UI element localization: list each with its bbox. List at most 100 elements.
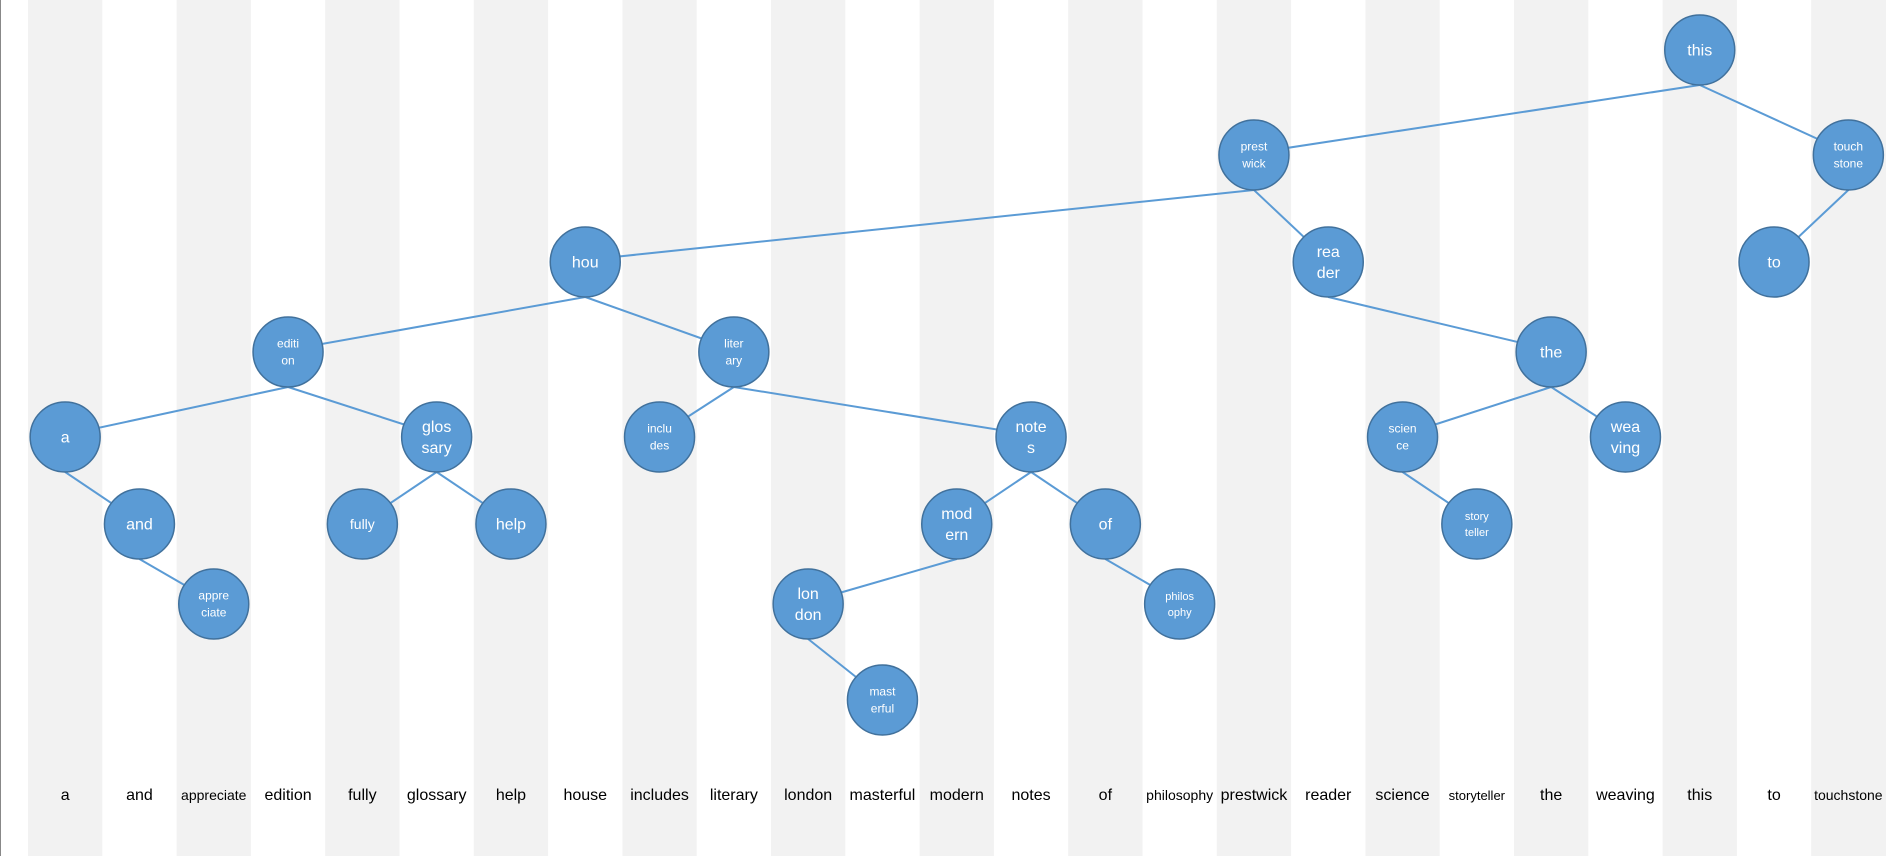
- node-label: of: [1099, 517, 1113, 534]
- node-label: to: [1767, 255, 1780, 272]
- word-label: fully: [348, 787, 376, 804]
- node-label: a: [61, 430, 70, 447]
- node-circle: [252, 316, 324, 388]
- word-label: the: [1540, 787, 1562, 804]
- word-label: help: [496, 787, 526, 804]
- word-label: science: [1375, 787, 1429, 804]
- node-circle: [326, 488, 399, 560]
- node-circle: [1218, 119, 1290, 191]
- column-band: [548, 0, 623, 856]
- node-circle: [1292, 226, 1364, 298]
- word-label: this: [1687, 787, 1712, 804]
- node-label: glos: [422, 419, 451, 436]
- word-label: literary: [710, 787, 758, 804]
- tree-node: of: [1069, 488, 1142, 560]
- node-circle: [475, 488, 547, 560]
- column-band: [1142, 0, 1218, 856]
- node-label: des: [650, 439, 669, 453]
- word-label: storyteller: [1449, 788, 1506, 803]
- word-label: notes: [1011, 787, 1050, 804]
- node-circle: [1441, 488, 1513, 560]
- node-circle: [178, 568, 250, 640]
- node-label: mod: [941, 506, 972, 523]
- word-label: masterful: [850, 787, 916, 804]
- node-label: the: [1540, 345, 1562, 362]
- tree-edge: [733, 386, 1032, 436]
- tree-node: philos ophy: [1143, 568, 1216, 640]
- node-circle: [846, 664, 919, 736]
- node-label: ce: [1396, 439, 1409, 453]
- word-label: includes: [630, 787, 689, 804]
- node-label: s: [1027, 440, 1035, 457]
- column-band: [102, 0, 178, 856]
- node-circle: [772, 568, 844, 640]
- word-label: prestwick: [1221, 787, 1289, 804]
- node-circle: [400, 401, 473, 473]
- node-label: erful: [871, 702, 894, 716]
- node-circle: [995, 401, 1067, 473]
- tree-node: wea ving: [1589, 401, 1662, 473]
- word-label: edition: [264, 787, 311, 804]
- column-band: [771, 0, 846, 856]
- node-label: fully: [350, 516, 375, 532]
- node-label: liter: [724, 337, 743, 351]
- column-band: [696, 0, 772, 856]
- tree-edge: [64, 386, 289, 436]
- node-circle: [1069, 488, 1142, 560]
- column-band: [473, 0, 549, 856]
- node-label: hou: [572, 255, 599, 272]
- tree-node: rea der: [1292, 226, 1364, 298]
- tree-node: hou: [549, 226, 621, 298]
- node-label: don: [795, 607, 822, 624]
- tree-node: mast erful: [846, 664, 919, 736]
- word-label: glossary: [407, 787, 467, 804]
- column-band: [1439, 0, 1515, 856]
- column-band: [250, 0, 326, 856]
- node-label: touch: [1834, 140, 1863, 154]
- word-label: philosophy: [1146, 787, 1213, 803]
- node-circle: [549, 226, 621, 298]
- node-label: der: [1317, 265, 1341, 282]
- word-label: to: [1767, 787, 1780, 804]
- left-border: [0, 0, 1, 856]
- tree-node: story teller: [1441, 488, 1513, 560]
- tree-node: editi on: [252, 316, 324, 388]
- node-label: and: [126, 517, 153, 534]
- tree-node: glos sary: [400, 401, 473, 473]
- node-label: prest: [1241, 140, 1268, 154]
- node-circle: [698, 316, 770, 388]
- node-label: mast: [869, 685, 896, 699]
- node-circle: [1366, 401, 1439, 473]
- node-label: wick: [1241, 157, 1266, 171]
- tree-node: scien ce: [1366, 401, 1439, 473]
- tree-node: the: [1515, 316, 1587, 388]
- node-circle: [1738, 226, 1810, 298]
- node-label: this: [1687, 43, 1712, 60]
- column-band: [1736, 0, 1812, 856]
- node-label: ern: [945, 527, 968, 544]
- tree-node: appre ciate: [178, 568, 250, 640]
- node-label: help: [496, 517, 526, 534]
- column-bands: [28, 0, 1886, 856]
- node-label: story: [1465, 511, 1489, 523]
- node-label: rea: [1317, 244, 1340, 261]
- node-label: scien: [1389, 422, 1417, 436]
- tree-edge: [287, 296, 586, 351]
- node-label: wea: [1610, 419, 1640, 436]
- node-circle: [921, 488, 993, 560]
- node-label: note: [1015, 419, 1046, 436]
- word-label: and: [126, 787, 153, 804]
- column-band: [1514, 0, 1589, 856]
- word-label: appreciate: [181, 787, 247, 803]
- node-label: on: [281, 354, 294, 368]
- tree-nodes: this prest wick touch stone hou rea der to editi o…: [29, 14, 1885, 736]
- tree-node: and: [103, 488, 176, 560]
- tree-edge: [1253, 84, 1700, 154]
- node-label: lon: [797, 586, 818, 603]
- tree-node: a: [29, 401, 101, 473]
- word-labels: a and appreciate edition fully glossary help ho…: [61, 787, 1883, 804]
- column-band: [1662, 0, 1738, 856]
- node-label: stone: [1834, 157, 1864, 171]
